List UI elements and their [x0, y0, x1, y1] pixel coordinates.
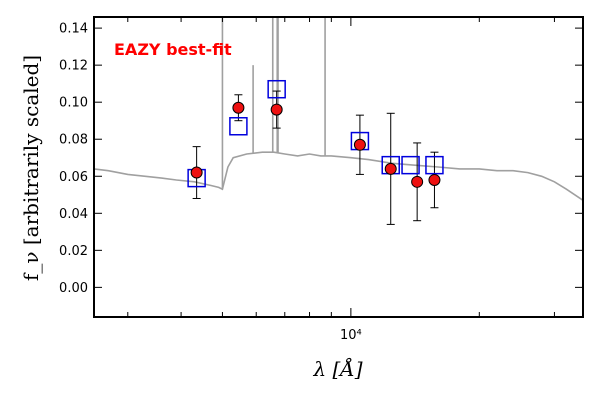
y-tick-label: 0.14: [59, 22, 88, 37]
observed-point: [270, 103, 283, 116]
x-axis-label: λ [Å]: [312, 356, 362, 381]
sed-continuum-line: [93, 151, 584, 201]
observed-point: [190, 166, 203, 179]
observed-point: [411, 175, 424, 188]
y-tick-label: 0.02: [59, 244, 88, 259]
plot-frame: [93, 16, 584, 318]
model-square: [401, 155, 420, 175]
observed-point: [353, 138, 366, 151]
y-tick-label: 0.04: [59, 207, 88, 222]
y-tick-label: 0.10: [59, 96, 88, 111]
model-square: [267, 79, 286, 99]
y-axis-label: f_ν [arbitrarily scaled]: [19, 55, 43, 281]
sed-layer: [93, 17, 584, 201]
model-square: [229, 117, 248, 136]
x-tick-label: 10⁴: [340, 328, 362, 343]
observed-point: [428, 173, 441, 186]
observed-point: [232, 101, 245, 114]
model-square: [425, 155, 444, 175]
y-tick-label: 0.12: [59, 59, 88, 74]
y-tick-label: 0.00: [59, 281, 88, 296]
axes-layer: 0.00 0.02 0.04 0.06 0.08 0.10 0.12 0.14 10⁴: [59, 16, 584, 343]
y-tick-label: 0.08: [59, 133, 88, 148]
annotation-label: EAZY best-fit: [114, 40, 232, 59]
marks-layer: [187, 79, 444, 225]
y-tick-label: 0.06: [59, 170, 88, 185]
observed-point: [384, 162, 397, 175]
